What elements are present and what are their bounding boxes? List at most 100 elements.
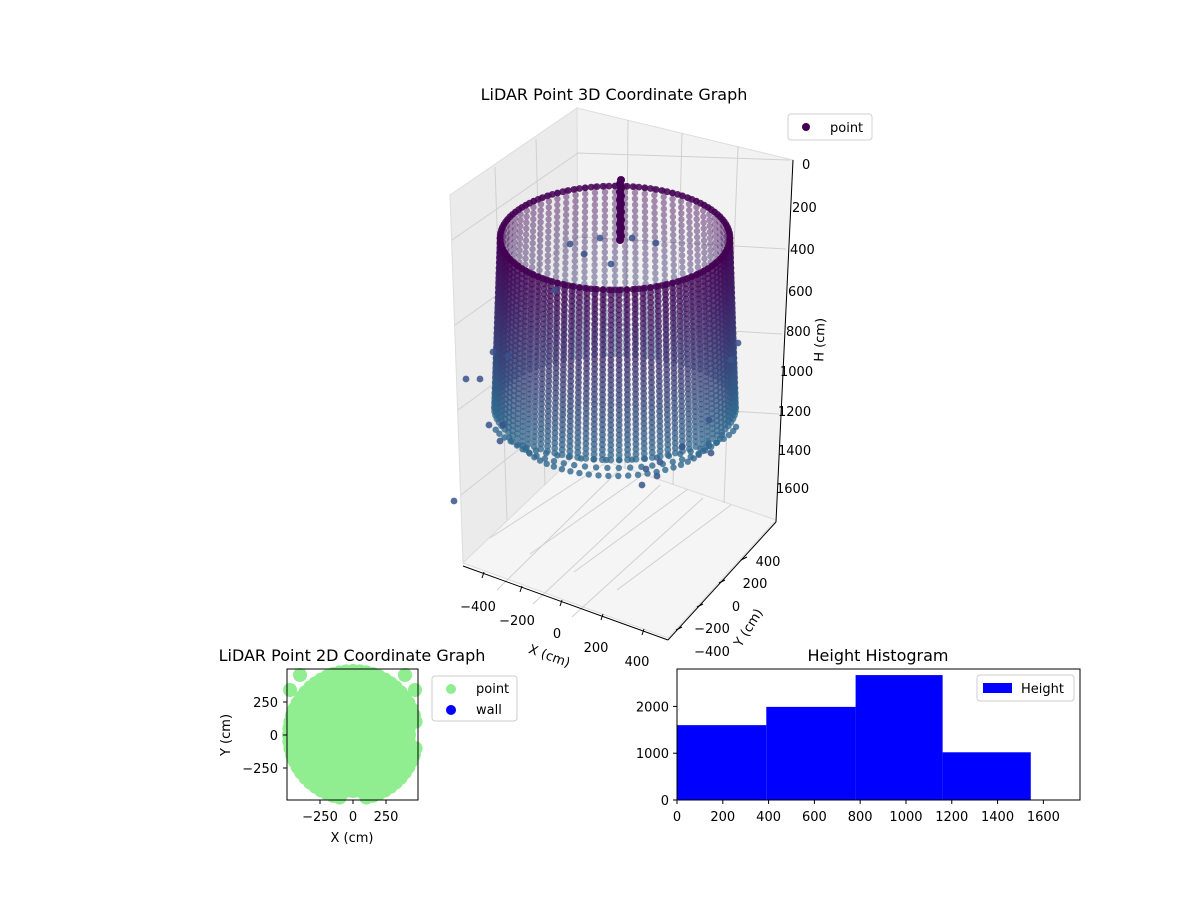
- point-marker-3d: [527, 345, 534, 353]
- point-marker-3d: [529, 252, 536, 259]
- point-marker-3d: [670, 384, 678, 392]
- point-marker-3d: [591, 255, 598, 262]
- point-marker-3d: [599, 291, 607, 299]
- point-marker-2d: [401, 722, 416, 737]
- point-marker-3d: [623, 286, 631, 294]
- point-marker-3d: [532, 447, 540, 454]
- point-marker-3d: [522, 318, 529, 325]
- point-marker-3d: [700, 213, 707, 220]
- point-marker-3d: [662, 466, 669, 474]
- point-marker-3d: [567, 387, 574, 395]
- point-marker-3d: [583, 300, 591, 307]
- histogram-x-ticks: 0 200 400 600 800 1000 1200 1400 1600: [673, 800, 1060, 825]
- point-marker-3d: [607, 296, 615, 304]
- point-marker-3d: [662, 341, 670, 349]
- point-marker-3d: [520, 373, 528, 380]
- point-marker-3d: [599, 331, 607, 339]
- point-marker-3d: [537, 207, 544, 214]
- point-marker-3d: [615, 356, 623, 364]
- point-marker-3d: [641, 196, 649, 203]
- point-marker-3d: [591, 380, 598, 388]
- point-marker-3d: [624, 441, 631, 449]
- point-marker-3d: [528, 305, 535, 313]
- point-marker-3d: [661, 253, 668, 261]
- point-marker-3d: [551, 414, 559, 422]
- point-marker-3d: [607, 406, 615, 414]
- point-marker-3d: [695, 320, 703, 328]
- point-marker-3d: [654, 297, 662, 305]
- point-marker-3d: [688, 288, 696, 295]
- point-marker-3d: [676, 292, 683, 300]
- point-marker-3d: [615, 316, 623, 324]
- point-marker-3d: [599, 286, 607, 294]
- point-marker-3d: [694, 290, 702, 298]
- point-marker-3d: [670, 369, 678, 377]
- point-marker-3d: [669, 299, 677, 307]
- point-marker-3d: [698, 435, 706, 443]
- point-marker-3d: [538, 385, 546, 393]
- z-axis-line: [775, 159, 794, 523]
- point-marker-3d: [700, 219, 707, 226]
- point-marker-3d: [671, 429, 679, 437]
- point-marker-3d: [615, 436, 623, 444]
- point-marker-3d: [701, 249, 708, 256]
- point-marker-3d: [516, 229, 524, 236]
- x-tick-label-histogram: 200: [710, 810, 735, 825]
- x-tick-label-2d: −250: [302, 810, 338, 825]
- point-marker-3d: [493, 334, 501, 342]
- point-marker-3d: [523, 288, 530, 295]
- point-marker-3d: [539, 360, 546, 368]
- point-marker-3d: [591, 261, 598, 268]
- point-marker-3d: [631, 300, 639, 308]
- point-marker-3d: [677, 377, 685, 385]
- chart-3d: LiDAR Point 3D Coordinate Graph: [449, 85, 873, 671]
- point-marker-3d: [607, 331, 615, 339]
- point-marker-3d: [559, 396, 567, 404]
- point-marker-3d: [691, 413, 699, 420]
- point-marker-3d: [669, 279, 676, 287]
- point-marker-3d: [700, 231, 708, 238]
- point-marker-3d: [607, 446, 615, 454]
- legend-2d[interactable]: point wall: [431, 675, 518, 722]
- point-marker-3d: [562, 253, 569, 261]
- point-marker-3d: [670, 339, 677, 347]
- legend-histogram[interactable]: Height: [976, 674, 1075, 702]
- point-marker-3d: [702, 373, 710, 380]
- point-marker-3d: [678, 210, 685, 217]
- point-marker-3d: [523, 219, 530, 226]
- point-marker-3d: [559, 366, 567, 374]
- point-marker-3d: [543, 460, 550, 467]
- point-marker-3d: [496, 437, 504, 445]
- point-marker-3d: [520, 368, 528, 375]
- point-marker-3d: [648, 429, 656, 436]
- point-marker-3d: [641, 202, 649, 209]
- point-marker-3d: [599, 296, 607, 304]
- x-tick-label-histogram: 1600: [1027, 810, 1060, 825]
- point-marker-3d: [607, 341, 615, 349]
- point-marker-3d: [562, 271, 569, 279]
- point-marker-3d: [639, 330, 647, 337]
- point-marker-3d: [552, 379, 560, 387]
- point-marker-3d: [678, 417, 686, 425]
- point-marker-3d: [678, 437, 686, 445]
- point-marker-3d: [583, 330, 591, 337]
- point-marker-3d: [530, 210, 537, 217]
- point-marker-3d: [615, 411, 623, 419]
- point-marker-3d: [661, 235, 668, 243]
- legend-3d[interactable]: point: [787, 113, 873, 141]
- point-marker-3d: [687, 255, 694, 262]
- point-marker-3d: [567, 392, 574, 400]
- point-marker-3d: [624, 406, 631, 414]
- point-marker-3d: [527, 335, 535, 343]
- point-marker-3d: [662, 326, 670, 334]
- point-marker-3d: [624, 456, 631, 464]
- point-marker-3d: [624, 446, 631, 454]
- point-marker-3d: [553, 334, 560, 342]
- point-marker-3d: [623, 336, 631, 344]
- point-marker-3d: [605, 472, 612, 480]
- point-marker-3d: [562, 235, 569, 243]
- point-marker-3d: [493, 329, 501, 337]
- point-marker-3d: [622, 249, 629, 256]
- point-marker-3d: [522, 328, 529, 335]
- point-marker-3d: [623, 301, 631, 309]
